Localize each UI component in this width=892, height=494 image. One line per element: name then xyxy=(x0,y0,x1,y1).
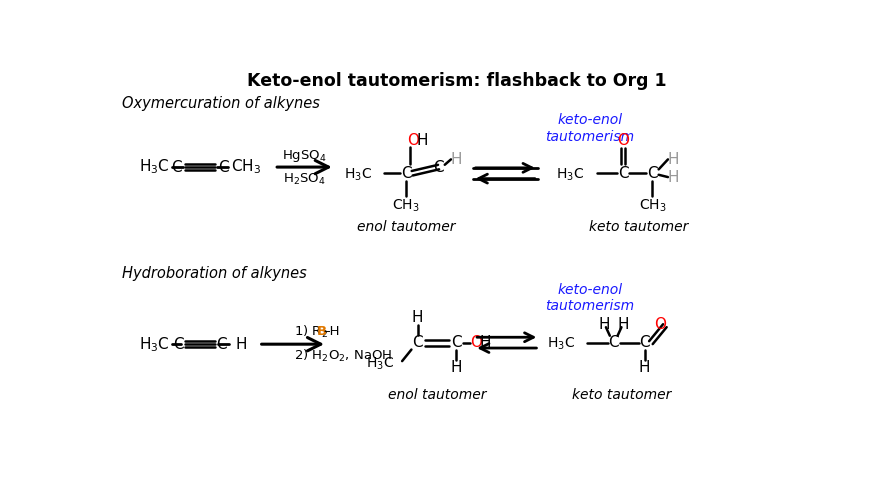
Text: H$_3$C: H$_3$C xyxy=(556,166,584,183)
Text: Hydroboration of alkynes: Hydroboration of alkynes xyxy=(122,266,307,281)
Text: C: C xyxy=(608,335,619,350)
Text: H: H xyxy=(599,317,610,331)
Text: H$_3$C: H$_3$C xyxy=(139,335,169,354)
Text: C: C xyxy=(451,335,462,350)
Text: H: H xyxy=(668,152,680,167)
Text: Keto-enol tautomerism: flashback to Org 1: Keto-enol tautomerism: flashback to Org … xyxy=(247,72,667,90)
Text: H$_2$SO$_4$: H$_2$SO$_4$ xyxy=(283,172,326,187)
Text: O: O xyxy=(654,317,666,331)
Text: C: C xyxy=(218,160,228,174)
Text: C: C xyxy=(401,166,411,181)
Text: C: C xyxy=(434,160,444,174)
Text: Oxymercuration of alkynes: Oxymercuration of alkynes xyxy=(122,96,320,111)
Text: H: H xyxy=(480,335,491,350)
Text: –H: –H xyxy=(323,326,340,338)
Text: H$_3$C: H$_3$C xyxy=(139,158,169,176)
Text: H: H xyxy=(617,317,629,331)
Text: CH$_3$: CH$_3$ xyxy=(231,158,261,176)
Text: C: C xyxy=(171,160,182,174)
Text: 2) H$_2$O$_2$, NaOH: 2) H$_2$O$_2$, NaOH xyxy=(293,348,392,364)
Text: O: O xyxy=(617,133,629,148)
Text: keto tautomer: keto tautomer xyxy=(589,220,689,234)
Text: C: C xyxy=(173,337,184,352)
Text: H: H xyxy=(450,360,462,375)
Text: B: B xyxy=(317,326,327,338)
Text: H: H xyxy=(416,133,427,148)
Text: 1) R$_2$: 1) R$_2$ xyxy=(293,324,327,340)
Text: keto-enol
tautomerism: keto-enol tautomerism xyxy=(545,114,634,144)
Text: H: H xyxy=(639,360,650,375)
Text: H: H xyxy=(668,169,680,185)
Text: enol tautomer: enol tautomer xyxy=(388,388,486,402)
Text: C: C xyxy=(216,337,227,352)
Text: H: H xyxy=(451,152,462,167)
Text: keto-enol
tautomerism: keto-enol tautomerism xyxy=(545,283,634,313)
Text: H: H xyxy=(235,337,247,352)
Text: CH$_3$: CH$_3$ xyxy=(639,198,666,214)
Text: O: O xyxy=(408,133,419,148)
Text: C: C xyxy=(647,166,657,181)
Text: enol tautomer: enol tautomer xyxy=(357,220,455,234)
Text: O: O xyxy=(470,335,483,350)
Text: keto tautomer: keto tautomer xyxy=(572,388,671,402)
Text: H: H xyxy=(412,311,424,326)
Text: C: C xyxy=(640,335,650,350)
Text: H$_3$C: H$_3$C xyxy=(547,336,575,352)
Text: HgSO$_4$: HgSO$_4$ xyxy=(282,148,326,164)
Text: CH$_3$: CH$_3$ xyxy=(392,198,420,214)
Text: H$_3$C: H$_3$C xyxy=(343,166,372,183)
Text: C: C xyxy=(412,335,423,350)
Text: C: C xyxy=(617,166,628,181)
Text: H$_3$C: H$_3$C xyxy=(367,356,394,372)
